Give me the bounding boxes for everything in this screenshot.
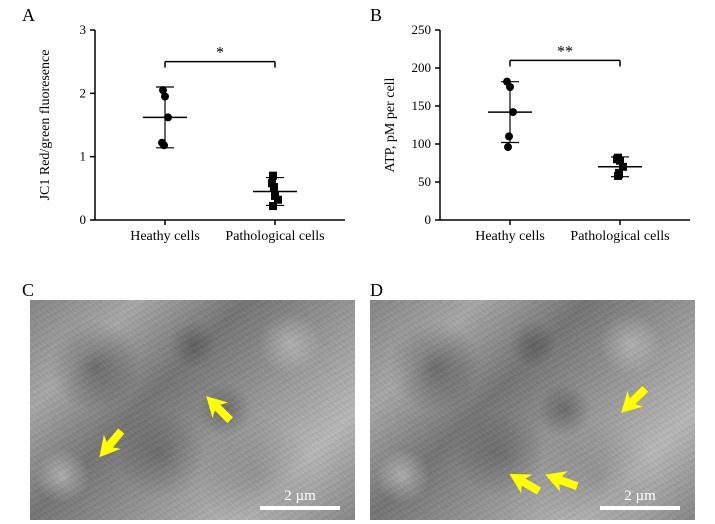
chart-a: 0 1 2 3 JC1 Red/green fluoresence Heathy cell…: [35, 15, 355, 280]
svg-text:ATP, pM per cell: ATP, pM per cell: [383, 77, 398, 172]
em-image-c: 2 µm: [30, 300, 355, 520]
annotation-arrow: [519, 446, 579, 506]
annotation-arrow: [72, 424, 132, 484]
chart-b: 0 50 100 150 200 250 ATP, pM per cell Heathy ce…: [380, 15, 700, 280]
panel-label-a: A: [22, 5, 35, 26]
svg-text:50: 50: [418, 174, 431, 189]
svg-text:250: 250: [412, 22, 432, 37]
em-image-d: 2 µm: [370, 300, 695, 520]
scale-label-d: 2 µm: [624, 488, 656, 504]
svg-text:0: 0: [425, 212, 432, 227]
svg-text:*: *: [216, 45, 224, 62]
svg-text:100: 100: [412, 136, 432, 151]
svg-text:200: 200: [412, 60, 432, 75]
svg-text:Heathy cells: Heathy cells: [130, 229, 200, 244]
svg-text:1: 1: [80, 149, 87, 164]
svg-text:Heathy cells: Heathy cells: [475, 229, 545, 244]
svg-text:0: 0: [80, 212, 87, 227]
svg-text:JC1 Red/green fluoresence: JC1 Red/green fluoresence: [38, 50, 53, 201]
scale-label-c: 2 µm: [284, 488, 316, 504]
panel-label-c: C: [22, 280, 34, 301]
svg-text:Pathological cells: Pathological cells: [225, 229, 324, 244]
svg-text:Pathological cells: Pathological cells: [570, 229, 669, 244]
panel-label-d: D: [370, 280, 383, 301]
svg-text:2: 2: [80, 85, 87, 100]
scale-bar-c: 2 µm: [260, 488, 340, 510]
annotation-arrow: [594, 380, 654, 440]
svg-text:150: 150: [412, 98, 432, 113]
scale-bar-d: 2 µm: [600, 488, 680, 510]
svg-text:3: 3: [80, 22, 87, 37]
annotation-arrow: [179, 369, 239, 429]
svg-text:**: **: [557, 43, 573, 60]
